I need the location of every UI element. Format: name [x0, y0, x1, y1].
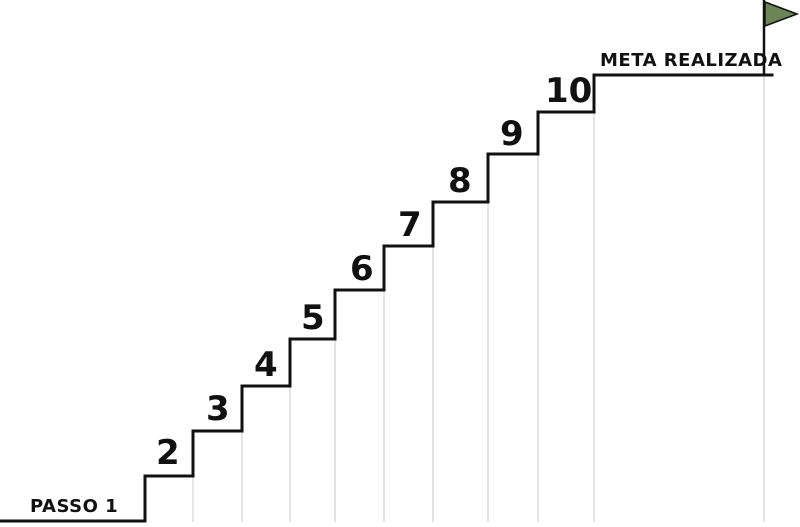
guide-lines [192, 75, 765, 522]
step-label: 2 [156, 433, 180, 473]
step-label: 6 [350, 249, 374, 289]
flag-icon [762, 0, 800, 75]
step-label: 5 [301, 298, 325, 338]
start-label: PASSO 1 [30, 496, 118, 517]
step-label: 7 [398, 205, 422, 245]
step-label: 9 [500, 114, 524, 154]
staircase-line [0, 73, 774, 523]
step-label: 4 [254, 345, 278, 385]
flag-pennant [764, 0, 800, 28]
step-label: 8 [448, 161, 472, 201]
step-label: 3 [206, 389, 230, 429]
goal-label: META REALIZADA [600, 50, 782, 71]
step-label: 10 [545, 71, 592, 111]
